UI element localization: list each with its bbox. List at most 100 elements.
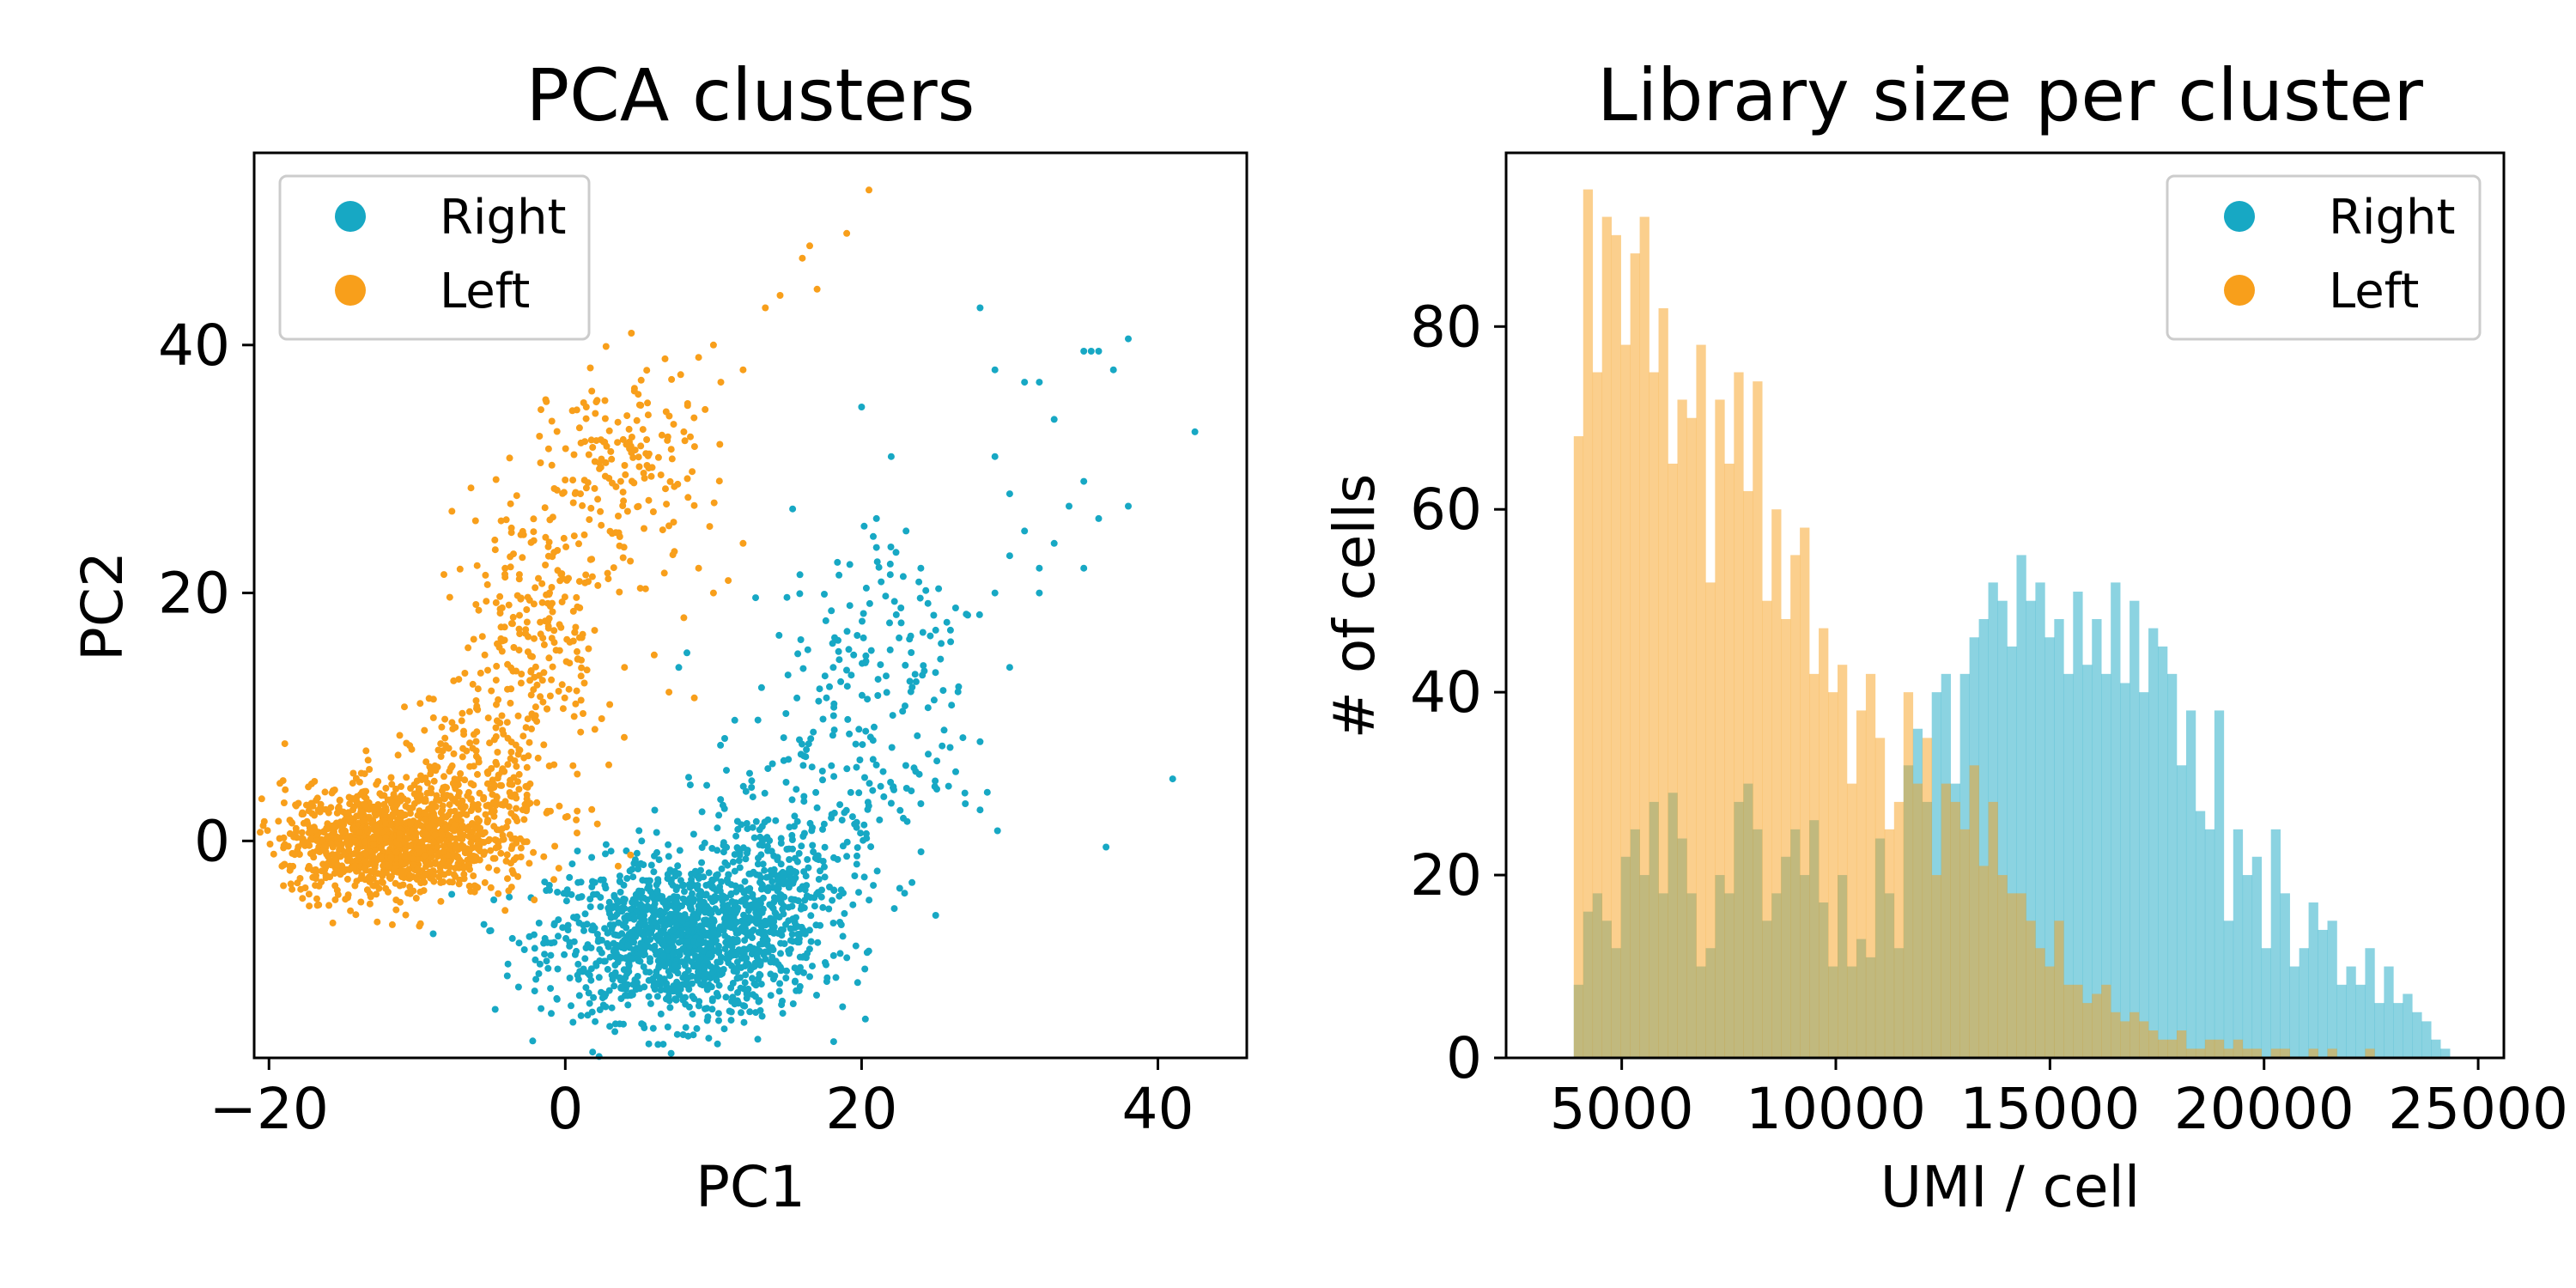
histogram-bar [2082,1003,2093,1058]
scatter-point [622,918,629,926]
scatter-point [478,633,486,641]
scatter-point [493,866,501,874]
scatter-point [635,391,642,398]
scatter-point [711,896,719,904]
scatter-point [378,878,386,885]
scatter-point [866,599,873,607]
scatter-point [544,705,550,713]
scatter-point [738,1009,744,1017]
scatter-point [470,872,477,879]
scatter-point [548,417,556,425]
scatter-point [541,504,549,512]
scatter-point [472,738,480,745]
scatter-point [575,540,582,548]
scatter-point [821,863,828,871]
scatter-point [669,881,677,889]
scatter-point [575,634,583,641]
scatter-point [507,738,515,746]
scatter-point [587,944,595,951]
scatter-point [306,902,313,910]
scatter-point [740,1018,748,1026]
scatter-point [578,664,586,671]
scatter-point [779,868,787,876]
scatter-point [870,882,878,890]
scatter-point [482,811,489,818]
y-tick-label: 40 [158,313,230,379]
scatter-point [650,906,658,914]
scatter-point [835,571,843,579]
scatter-point [630,385,638,392]
scatter-point [504,960,512,968]
scatter-point [343,857,351,865]
scatter-point [867,647,875,654]
scatter-point [465,644,472,652]
scatter-point [843,229,851,237]
scatter-point [741,921,749,929]
scatter-point [459,805,467,812]
scatter-point [945,782,952,790]
scatter-point [1109,366,1117,374]
scatter-point [561,593,568,601]
histogram-bar [2026,920,2036,1058]
scatter-point [406,883,414,890]
scatter-point [406,872,414,879]
scatter-point [495,696,502,703]
scatter-point [361,770,368,778]
scatter-point [761,789,769,797]
scatter-point [715,477,723,485]
scatter-point [873,867,881,875]
scatter-point [857,829,865,837]
scatter-point [993,827,1001,835]
scatter-point [266,841,274,848]
scatter-point [852,740,860,748]
scatter-point [674,862,682,870]
scatter-point [729,858,737,866]
scatter-point [782,710,790,717]
scatter-point [564,921,572,929]
scatter-point [516,835,524,842]
scatter-point [540,741,548,749]
scatter-point [622,471,629,478]
scatter-point [528,725,535,732]
scatter-point [643,462,651,469]
scatter-point [669,551,677,559]
scatter-point [614,439,622,447]
scatter-point [461,670,469,677]
scatter-point [331,870,338,878]
scatter-point [780,734,787,742]
scatter-point [505,887,513,895]
scatter-point [530,537,538,544]
scatter-point [449,825,457,833]
scatter-point [702,957,709,964]
scatter-point [542,396,550,404]
scatter-point [695,564,702,572]
scatter-point [767,866,775,874]
scatter-point [749,934,756,942]
scatter-point [917,564,925,572]
scatter-point [409,860,416,868]
scatter-point [523,805,531,813]
scatter-point [485,864,493,872]
scatter-point [753,953,761,961]
scatter-point [639,877,647,884]
scatter-point [758,838,766,845]
scatter-point [799,953,806,961]
histogram-bar [2073,984,2083,1058]
scatter-point [1095,514,1103,522]
scatter-point [665,985,672,993]
scatter-point [515,571,523,579]
histogram-bar [2195,1048,2206,1058]
scatter-point [991,453,999,460]
scatter-point [635,827,643,835]
scatter-point [537,459,544,466]
scatter-point [378,792,386,799]
scatter-point [490,823,498,830]
scatter-point [398,809,405,817]
scatter-point [695,968,702,975]
scatter-point [658,431,665,439]
scatter-point [635,957,642,964]
scatter-point [574,829,580,837]
scatter-point [680,881,687,889]
scatter-point [853,763,860,771]
scatter-point [259,822,267,829]
